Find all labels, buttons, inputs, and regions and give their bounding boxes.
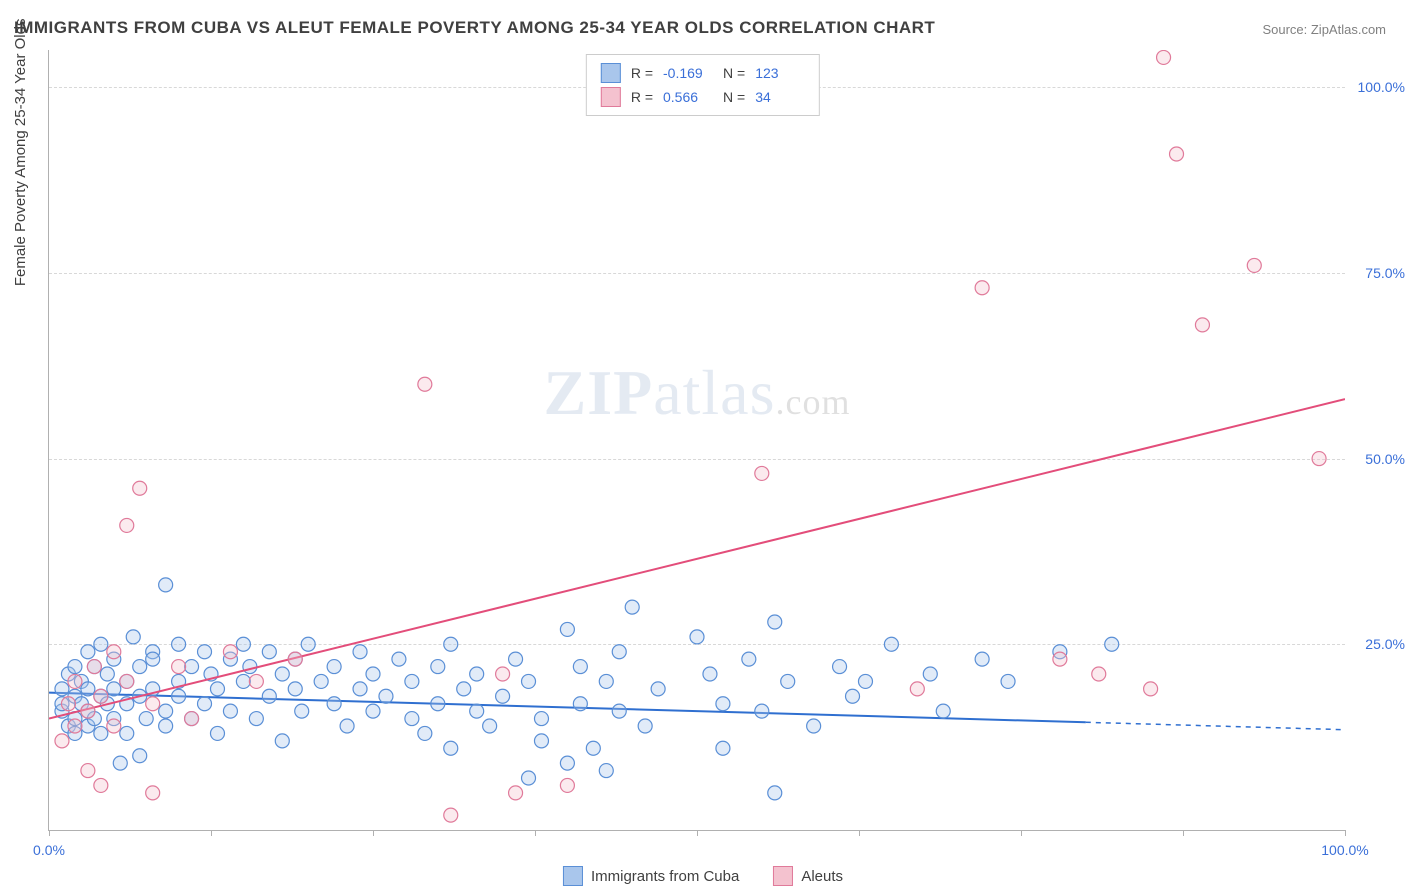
x-tick xyxy=(373,830,374,836)
r-value-cuba: -0.169 xyxy=(663,65,713,81)
x-tick xyxy=(1021,830,1022,836)
source-attribution: Source: ZipAtlas.com xyxy=(1262,22,1386,37)
y-tick-label: 50.0% xyxy=(1365,451,1405,467)
x-tick xyxy=(697,830,698,836)
y-tick-label: 100.0% xyxy=(1358,79,1405,95)
legend-label-aleuts: Aleuts xyxy=(801,868,843,885)
y-tick-label: 25.0% xyxy=(1365,636,1405,652)
x-tick xyxy=(859,830,860,836)
scatter-plot-svg xyxy=(49,50,1345,830)
y-axis-label: Female Poverty Among 25-34 Year Olds xyxy=(12,19,29,287)
legend-item-aleuts: Aleuts xyxy=(773,866,843,886)
x-tick-label: 100.0% xyxy=(1321,842,1368,858)
series-legend: Immigrants from Cuba Aleuts xyxy=(563,866,843,886)
legend-item-cuba: Immigrants from Cuba xyxy=(563,866,739,886)
chart-title: IMMIGRANTS FROM CUBA VS ALEUT FEMALE POV… xyxy=(14,18,935,38)
x-tick-label: 0.0% xyxy=(33,842,65,858)
y-tick-label: 75.0% xyxy=(1365,265,1405,281)
r-value-aleuts: 0.566 xyxy=(663,89,713,105)
swatch-cuba-bottom xyxy=(563,866,583,886)
x-tick xyxy=(211,830,212,836)
legend-row-cuba: R = -0.169 N = 123 xyxy=(601,61,805,85)
n-value-cuba: 123 xyxy=(755,65,805,81)
correlation-legend: R = -0.169 N = 123 R = 0.566 N = 34 xyxy=(586,54,820,116)
legend-row-aleuts: R = 0.566 N = 34 xyxy=(601,85,805,109)
x-tick xyxy=(49,830,50,836)
legend-label-cuba: Immigrants from Cuba xyxy=(591,868,739,885)
swatch-aleuts xyxy=(601,87,621,107)
x-tick xyxy=(1345,830,1346,836)
x-tick xyxy=(535,830,536,836)
chart-plot-area: ZIPatlas.com 25.0%50.0%75.0%100.0%0.0%10… xyxy=(48,50,1345,831)
swatch-cuba xyxy=(601,63,621,83)
swatch-aleuts-bottom xyxy=(773,866,793,886)
n-value-aleuts: 34 xyxy=(755,89,805,105)
x-tick xyxy=(1183,830,1184,836)
